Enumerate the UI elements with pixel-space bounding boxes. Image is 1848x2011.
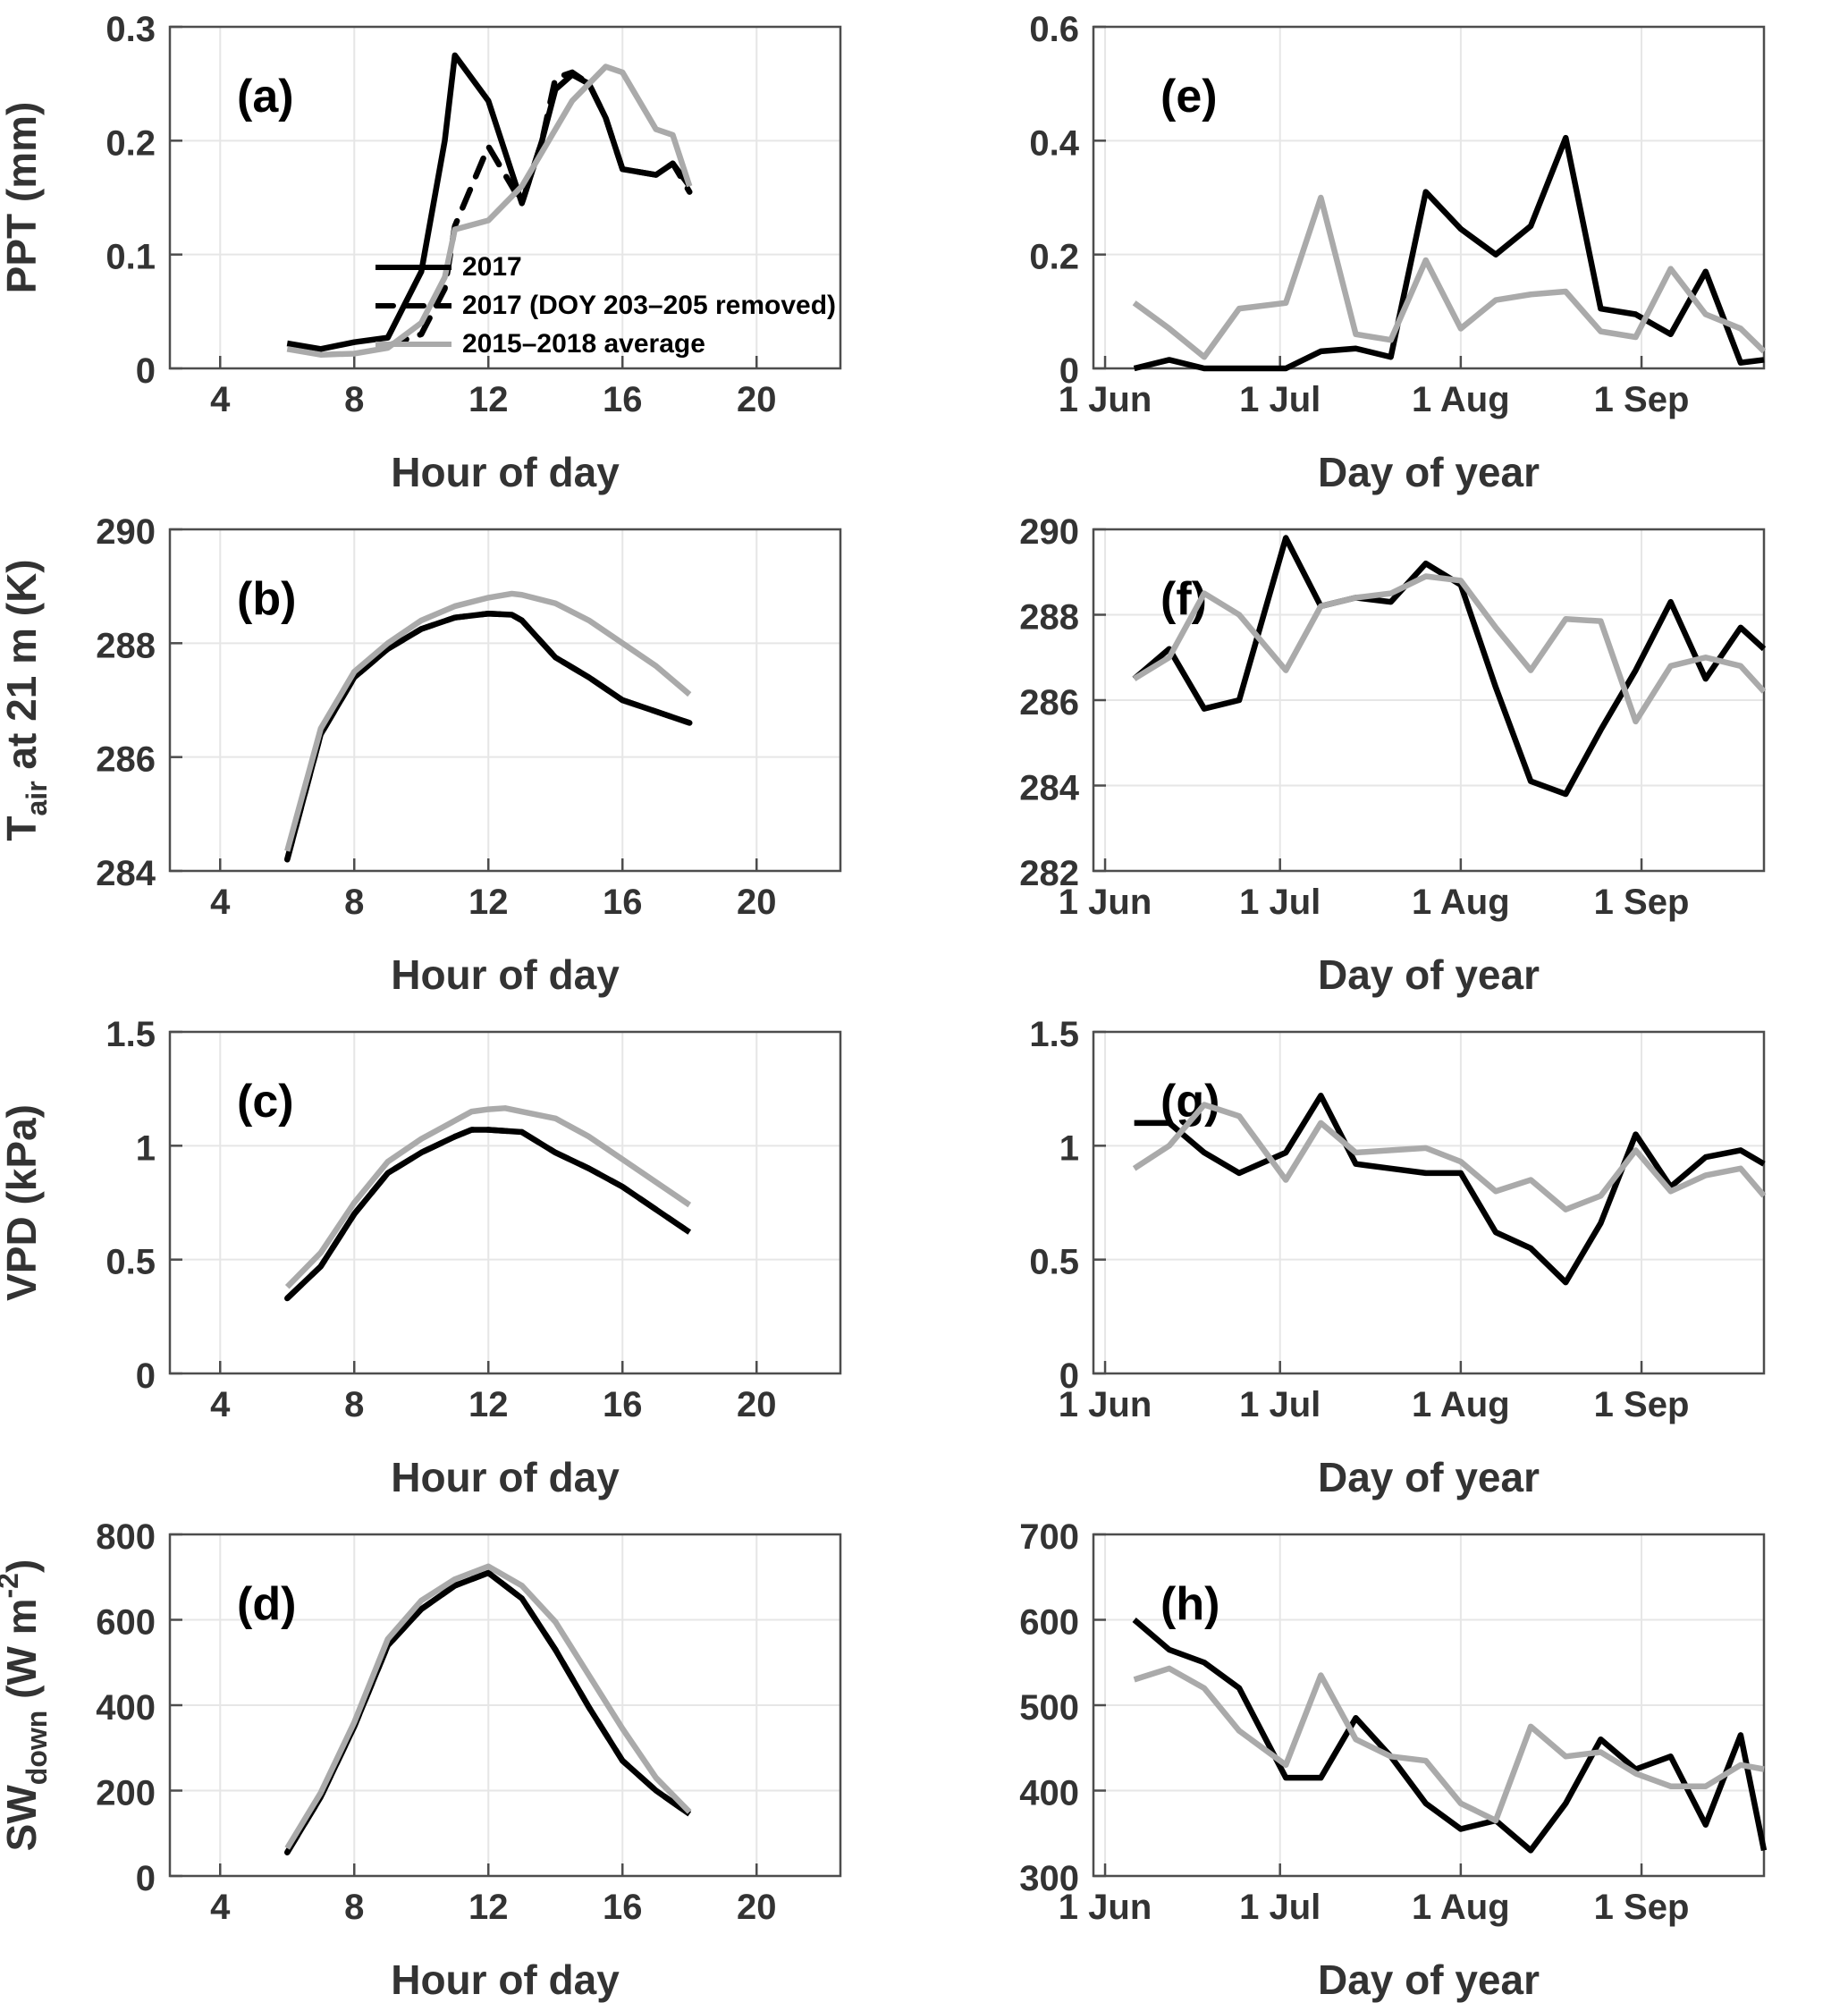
- svg-text:200: 200: [96, 1774, 156, 1813]
- svg-text:1 Aug: 1 Aug: [1412, 883, 1510, 922]
- svg-text:12: 12: [468, 1888, 509, 1927]
- svg-text:1.5: 1.5: [1029, 1015, 1079, 1054]
- svg-text:1: 1: [1059, 1128, 1079, 1168]
- svg-text:0.3: 0.3: [105, 10, 156, 49]
- svg-text:1 Jul: 1 Jul: [1239, 380, 1321, 419]
- svg-text:16: 16: [603, 380, 643, 419]
- svg-text:12: 12: [468, 380, 509, 419]
- svg-text:8: 8: [344, 1385, 364, 1424]
- svg-text:0.4: 0.4: [1029, 123, 1079, 163]
- svg-text:1 Jun: 1 Jun: [1059, 1385, 1152, 1424]
- svg-text:0.6: 0.6: [1029, 10, 1079, 49]
- svg-text:286: 286: [96, 740, 156, 780]
- svg-text:4: 4: [210, 1888, 231, 1927]
- svg-text:0.5: 0.5: [1029, 1243, 1079, 1282]
- svg-text:290: 290: [96, 512, 156, 552]
- svg-text:0.2: 0.2: [105, 123, 156, 163]
- svg-text:(d): (d): [237, 1578, 296, 1630]
- svg-text:1 Jun: 1 Jun: [1059, 380, 1152, 419]
- svg-text:284: 284: [96, 854, 156, 893]
- svg-text:800: 800: [96, 1517, 156, 1557]
- svg-text:Day of year: Day of year: [1318, 449, 1540, 495]
- svg-text:0: 0: [136, 351, 156, 391]
- svg-text:290: 290: [1019, 512, 1079, 552]
- svg-text:4: 4: [210, 380, 231, 419]
- svg-text:4: 4: [210, 883, 231, 922]
- svg-text:1: 1: [136, 1128, 156, 1168]
- svg-text:(a): (a): [237, 71, 294, 123]
- svg-text:1 Aug: 1 Aug: [1412, 1385, 1510, 1424]
- svg-text:1 Sep: 1 Sep: [1594, 380, 1690, 419]
- svg-text:1 Jul: 1 Jul: [1239, 883, 1321, 922]
- svg-text:8: 8: [344, 1888, 364, 1927]
- svg-text:1 Sep: 1 Sep: [1594, 1385, 1690, 1424]
- svg-text:20: 20: [737, 883, 777, 922]
- svg-text:400: 400: [96, 1688, 156, 1728]
- svg-text:20: 20: [737, 1888, 777, 1927]
- svg-text:PPT (mm): PPT (mm): [0, 102, 45, 294]
- svg-text:1.5: 1.5: [105, 1015, 156, 1054]
- svg-text:1 Jul: 1 Jul: [1239, 1385, 1321, 1424]
- svg-text:288: 288: [1019, 598, 1079, 638]
- svg-text:1 Sep: 1 Sep: [1594, 883, 1690, 922]
- svg-text:16: 16: [603, 1385, 643, 1424]
- svg-text:1 Jun: 1 Jun: [1059, 883, 1152, 922]
- svg-text:1 Jul: 1 Jul: [1239, 1888, 1321, 1927]
- svg-text:284: 284: [1019, 769, 1079, 808]
- svg-text:Hour of day: Hour of day: [391, 449, 620, 495]
- svg-text:(b): (b): [237, 573, 296, 625]
- svg-text:Day of year: Day of year: [1318, 1454, 1540, 1500]
- svg-text:Hour of day: Hour of day: [391, 1956, 620, 2003]
- svg-text:0.2: 0.2: [1029, 238, 1079, 277]
- svg-text:1 Jun: 1 Jun: [1059, 1888, 1152, 1927]
- svg-text:(c): (c): [237, 1076, 294, 1128]
- svg-text:0: 0: [136, 1859, 156, 1898]
- svg-text:Day of year: Day of year: [1318, 951, 1540, 998]
- svg-text:700: 700: [1019, 1517, 1079, 1557]
- svg-text:(h): (h): [1160, 1578, 1219, 1630]
- svg-text:0: 0: [136, 1356, 156, 1396]
- svg-text:16: 16: [603, 883, 643, 922]
- svg-text:400: 400: [1019, 1774, 1079, 1813]
- svg-text:4: 4: [210, 1385, 231, 1424]
- svg-text:500: 500: [1019, 1688, 1079, 1728]
- svg-text:0.1: 0.1: [105, 238, 156, 277]
- svg-text:16: 16: [603, 1888, 643, 1927]
- svg-text:Hour of day: Hour of day: [391, 951, 620, 998]
- svg-text:1 Aug: 1 Aug: [1412, 380, 1510, 419]
- svg-text:Day of year: Day of year: [1318, 1956, 1540, 2003]
- svg-text:8: 8: [344, 380, 364, 419]
- svg-text:Hour of day: Hour of day: [391, 1454, 620, 1500]
- svg-text:20: 20: [737, 1385, 777, 1424]
- svg-text:20: 20: [737, 380, 777, 419]
- svg-text:1 Aug: 1 Aug: [1412, 1888, 1510, 1927]
- svg-text:8: 8: [344, 883, 364, 922]
- svg-text:0.5: 0.5: [105, 1243, 156, 1282]
- svg-text:600: 600: [1019, 1603, 1079, 1643]
- svg-text:12: 12: [468, 1385, 509, 1424]
- svg-text:12: 12: [468, 883, 509, 922]
- svg-text:286: 286: [1019, 683, 1079, 722]
- svg-text:600: 600: [96, 1603, 156, 1643]
- svg-text:(e): (e): [1160, 71, 1218, 123]
- svg-text:1 Sep: 1 Sep: [1594, 1888, 1690, 1927]
- svg-text:288: 288: [96, 626, 156, 665]
- svg-text:VPD (kPa): VPD (kPa): [0, 1104, 45, 1301]
